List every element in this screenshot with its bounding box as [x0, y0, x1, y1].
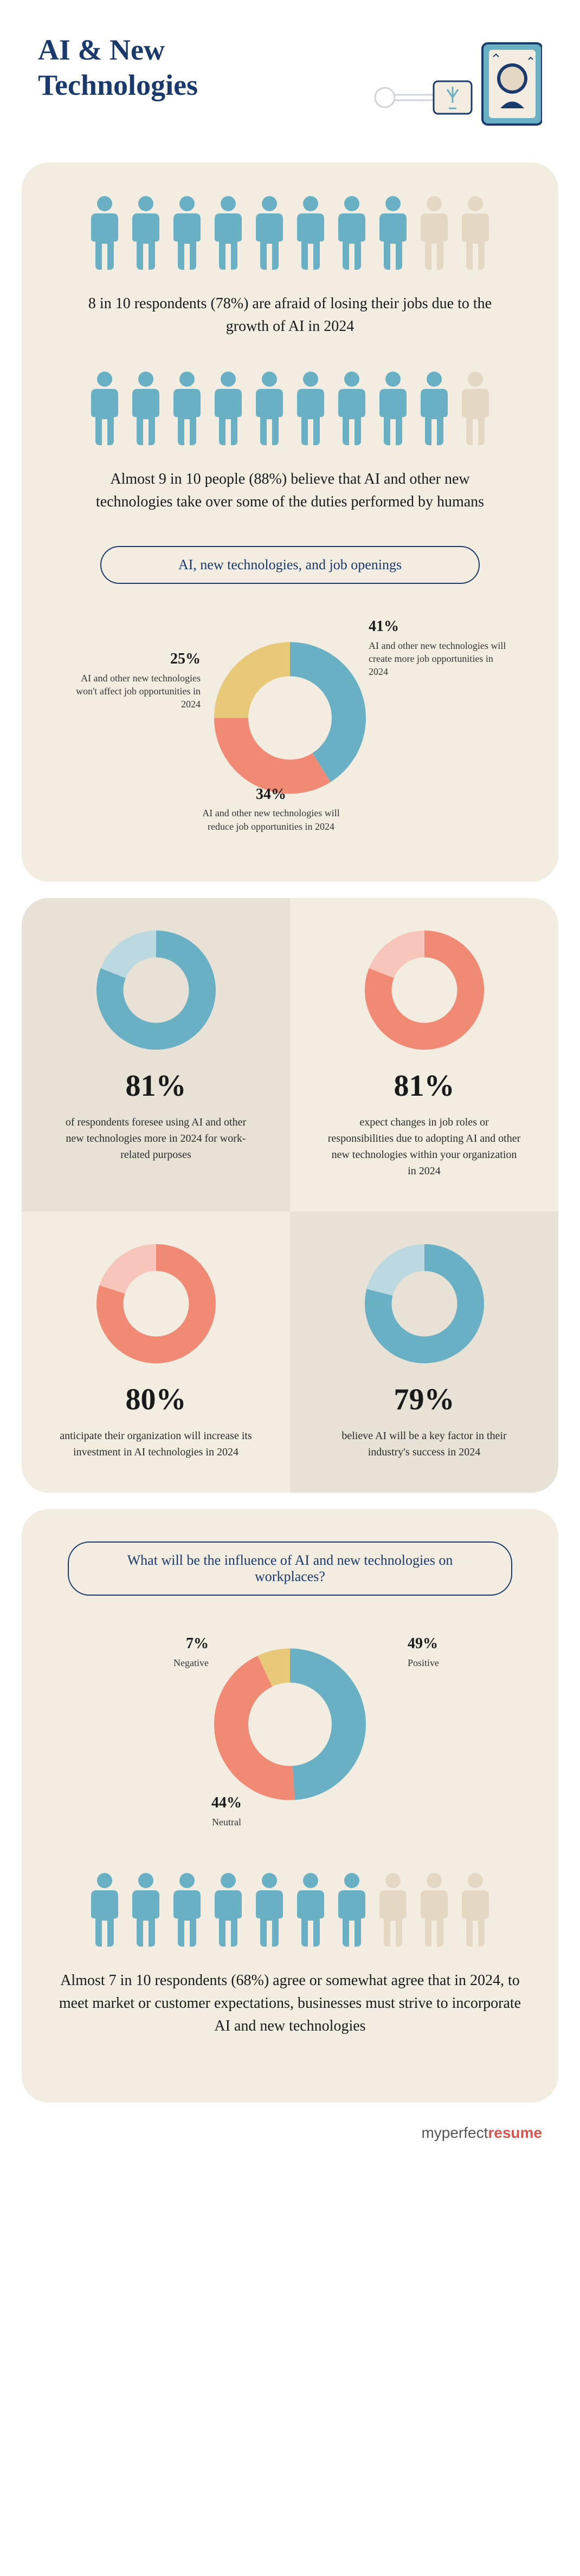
person-icon	[336, 370, 368, 446]
donut2-pct-positive: 49%	[408, 1634, 439, 1654]
people-row-2	[49, 370, 531, 446]
section-job-fear: 8 in 10 respondents (78%) are afraid of …	[22, 162, 558, 882]
person-icon	[212, 1872, 244, 1948]
stat-text-2: Almost 9 in 10 people (88%) believe that…	[73, 468, 507, 513]
person-icon	[212, 370, 244, 446]
person-icon	[130, 195, 162, 271]
grid-cell-0: 81% of respondents foresee using AI and …	[22, 898, 290, 1212]
donut1-pct-create: 41%	[369, 616, 510, 637]
stat-text-3: Almost 7 in 10 respondents (68%) agree o…	[57, 1969, 523, 2038]
person-icon	[212, 195, 244, 271]
grid-cell-3: 79% believe AI will be a key factor in t…	[290, 1212, 558, 1493]
person-icon	[171, 1872, 203, 1948]
stat-text-1: 8 in 10 respondents (78%) are afraid of …	[73, 292, 507, 338]
person-icon	[377, 370, 409, 446]
person-icon	[377, 1872, 409, 1948]
donut1-pct-reduce: 34%	[201, 784, 341, 805]
donut-job-openings: 41% AI and other new technologies will c…	[49, 611, 531, 828]
grid-desc-2: anticipate their organization will incre…	[59, 1428, 254, 1460]
donut1-lbl-noeffect: AI and other new technologies won't affe…	[76, 673, 201, 710]
donut2-pct-negative: 7%	[173, 1634, 209, 1654]
person-icon	[295, 370, 326, 446]
donut1-lbl-reduce: AI and other new technologies will reduc…	[202, 808, 339, 831]
person-icon	[377, 195, 409, 271]
brand-part1: myperfect	[421, 2124, 488, 2142]
grid-pct-0: 81%	[43, 1069, 268, 1103]
person-icon	[460, 370, 491, 446]
pill-influence: What will be the influence of AI and new…	[68, 1541, 512, 1596]
grid-cell-2: 80% anticipate their organization will i…	[22, 1212, 290, 1493]
person-icon	[130, 370, 162, 446]
person-icon	[254, 195, 285, 271]
section-influence: What will be the influence of AI and new…	[22, 1509, 558, 2103]
donut2-lbl-neutral: Neutral	[212, 1817, 241, 1827]
person-icon	[89, 1872, 120, 1948]
grid-cell-1: 81% expect changes in job roles or respo…	[290, 898, 558, 1212]
donut-influence: 49% Positive 44% Neutral 7% Negative	[49, 1623, 531, 1829]
grid-desc-1: expect changes in job roles or responsib…	[327, 1114, 522, 1179]
person-icon	[336, 195, 368, 271]
stats-grid: 81% of respondents foresee using AI and …	[22, 898, 558, 1493]
person-icon	[418, 195, 450, 271]
people-row-1	[49, 195, 531, 271]
person-icon	[336, 1872, 368, 1948]
person-icon	[460, 195, 491, 271]
person-icon	[460, 1872, 491, 1948]
pill-job-openings: AI, new technologies, and job openings	[100, 546, 480, 584]
person-icon	[254, 370, 285, 446]
footer-brand: myperfectresume	[0, 2103, 580, 2163]
people-row-3	[49, 1872, 531, 1948]
person-icon	[89, 370, 120, 446]
page-title: AI & NewTechnologies	[38, 32, 198, 103]
donut2-lbl-positive: Positive	[408, 1657, 439, 1668]
grid-desc-0: of respondents foresee using AI and othe…	[59, 1114, 254, 1163]
person-icon	[418, 1872, 450, 1948]
grid-desc-3: believe AI will be a key factor in their…	[327, 1428, 522, 1460]
person-icon	[89, 195, 120, 271]
donut2-pct-neutral: 44%	[211, 1793, 242, 1813]
donut1-pct-noeffect: 25%	[60, 649, 201, 669]
grid-pct-2: 80%	[43, 1382, 268, 1417]
grid-pct-1: 81%	[312, 1069, 537, 1103]
person-icon	[418, 370, 450, 446]
grid-pct-3: 79%	[312, 1382, 537, 1417]
person-icon	[171, 195, 203, 271]
donut2-lbl-negative: Negative	[173, 1657, 209, 1668]
person-icon	[295, 195, 326, 271]
person-icon	[254, 1872, 285, 1948]
person-icon	[295, 1872, 326, 1948]
person-icon	[130, 1872, 162, 1948]
donut1-lbl-create: AI and other new technologies will creat…	[369, 640, 506, 678]
header-illustration	[369, 32, 542, 141]
person-icon	[171, 370, 203, 446]
brand-part2: resume	[488, 2124, 542, 2142]
